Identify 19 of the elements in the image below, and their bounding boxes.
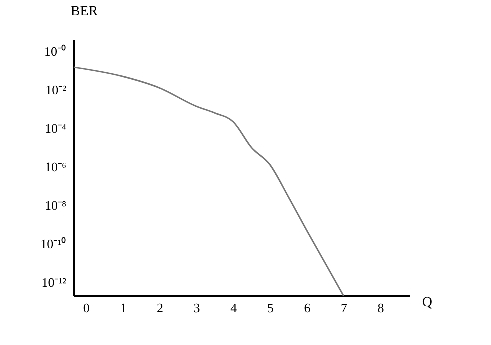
x-tick-label: 4 (230, 300, 238, 316)
y-tick-label: 10⁻⁰ (44, 44, 66, 60)
x-tick-label: 6 (304, 300, 312, 316)
x-tick-label: 3 (194, 300, 200, 316)
line-series (73, 66, 345, 297)
y-axis-title: BER (70, 4, 99, 20)
y-tick-label: 10⁻⁶ (44, 160, 66, 175)
x-tick-label: 7 (341, 300, 348, 316)
y-tick-label: 10⁻⁴ (44, 121, 67, 136)
x-tick-label: 0 (83, 300, 90, 316)
x-tick-label: 8 (378, 300, 384, 316)
x-tick-label: 1 (120, 300, 127, 316)
y-tick-label: 10⁻¹² (42, 275, 67, 290)
x-tick-label: 5 (267, 300, 274, 316)
x-axis-title: Q (422, 296, 432, 310)
y-tick-label: 10⁻² (46, 82, 67, 98)
y-tick-label: 10⁻⁸ (44, 198, 67, 214)
y-tick-label: 10⁻¹⁰ (40, 236, 66, 252)
x-tick-label: 2 (157, 300, 164, 316)
